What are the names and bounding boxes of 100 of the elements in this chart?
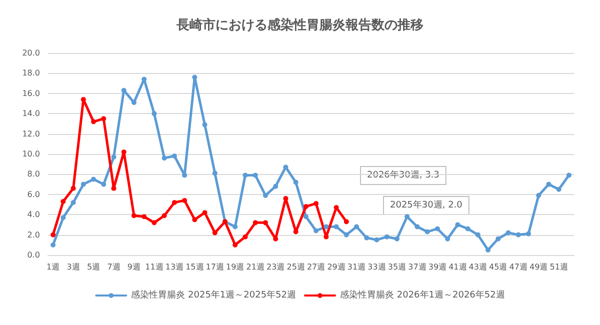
- y-tick-label: 16.0: [22, 88, 40, 98]
- point: [212, 170, 218, 176]
- y-tick-label: 18.0: [22, 68, 40, 78]
- point: [121, 149, 126, 154]
- point: [252, 172, 258, 178]
- point: [192, 74, 198, 80]
- point: [172, 200, 177, 205]
- point: [232, 224, 238, 230]
- x-tick-label: 47週: [509, 262, 528, 272]
- point: [293, 180, 298, 185]
- point: [142, 214, 147, 220]
- legend-label: 感染性胃腸炎 2026年1週～2026年52週: [340, 290, 505, 300]
- y-tick-label: 0.0: [27, 250, 40, 260]
- x-tick-label: 41週: [448, 262, 467, 272]
- point: [486, 247, 491, 252]
- point: [91, 119, 96, 124]
- point: [152, 111, 157, 116]
- x-tick-label: 11週: [145, 262, 164, 272]
- point: [111, 154, 116, 160]
- point: [212, 230, 218, 236]
- point: [101, 116, 106, 122]
- x-tick-label: 29週: [327, 262, 346, 272]
- point: [394, 236, 400, 242]
- point: [566, 172, 572, 178]
- y-tick-label: 14.0: [22, 109, 40, 118]
- x-tick-label: 33週: [368, 262, 386, 272]
- x-tick-label: 13週: [165, 262, 184, 272]
- y-tick-label: 8.0: [27, 170, 40, 179]
- point: [262, 192, 268, 198]
- point: [324, 224, 329, 230]
- x-tick-label: 51週: [550, 262, 568, 272]
- point: [273, 184, 278, 189]
- point: [202, 210, 208, 216]
- point: [232, 242, 238, 248]
- point: [344, 219, 349, 224]
- x-tick-label: 15週: [186, 262, 204, 272]
- y-tick-label: 4.0: [27, 210, 40, 220]
- x-tick-label: 5週: [86, 262, 100, 272]
- x-tick-label: 27週: [306, 262, 326, 272]
- point: [496, 236, 501, 242]
- point: [101, 182, 106, 187]
- point: [162, 213, 167, 218]
- y-tick-label: 12.0: [22, 129, 40, 138]
- x-tick-label: 1週: [46, 262, 60, 272]
- point: [242, 234, 248, 240]
- point: [506, 230, 511, 236]
- y-tick-label: 20.0: [22, 48, 40, 58]
- x-tick-label: 31週: [347, 262, 366, 272]
- point: [111, 186, 116, 191]
- point: [80, 96, 86, 102]
- point: [536, 192, 542, 198]
- x-tick-label: 21週: [246, 262, 264, 272]
- x-tick-label: 23週: [266, 262, 285, 272]
- point: [404, 214, 410, 220]
- x-tick-label: 3週: [66, 262, 80, 272]
- point: [354, 224, 360, 230]
- point: [131, 213, 136, 218]
- annotation: 2025年30週, 2.0: [390, 200, 463, 210]
- y-tick-label: 10.0: [22, 150, 40, 158]
- point: [556, 186, 562, 192]
- x-tick-label: 49週: [530, 262, 548, 272]
- x-tick-label: 7週: [107, 262, 120, 272]
- point: [273, 236, 278, 242]
- point: [303, 214, 308, 220]
- point: [182, 172, 188, 178]
- point: [252, 220, 258, 226]
- point: [91, 176, 96, 182]
- point: [475, 232, 480, 238]
- point: [314, 228, 319, 234]
- point: [182, 198, 188, 203]
- x-tick-label: 39週: [428, 262, 447, 272]
- point: [60, 198, 66, 204]
- point: [80, 182, 86, 187]
- point: [516, 232, 521, 238]
- point: [162, 156, 167, 161]
- point: [50, 242, 56, 248]
- point: [121, 88, 126, 93]
- x-tick-label: 37週: [408, 262, 426, 272]
- point: [384, 234, 390, 240]
- point: [445, 236, 450, 242]
- point: [242, 172, 248, 178]
- point: [70, 200, 76, 205]
- point: [262, 220, 268, 226]
- point: [172, 154, 177, 159]
- chart-title: 長崎市における感染性胃腸炎報告数の推移: [176, 17, 424, 33]
- point: [546, 182, 552, 187]
- x-tick-label: 43週: [468, 262, 487, 272]
- x-tick-label: 9週: [127, 262, 141, 272]
- point: [202, 122, 208, 128]
- point: [60, 215, 66, 220]
- x-tick-label: 17週: [206, 262, 224, 272]
- x-tick-label: 19週: [226, 262, 244, 272]
- point: [434, 226, 440, 232]
- x-tick-label: 45週: [489, 262, 508, 272]
- point: [70, 186, 76, 191]
- y-tick-label: 6.0: [27, 190, 40, 199]
- point: [192, 217, 198, 222]
- point: [283, 164, 288, 170]
- point: [374, 237, 380, 242]
- point: [50, 232, 56, 238]
